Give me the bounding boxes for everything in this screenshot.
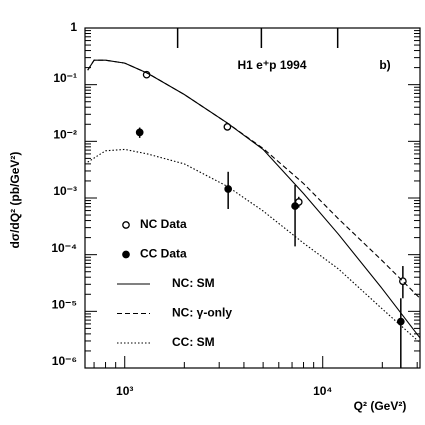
data-point — [291, 202, 299, 210]
y-tick-label: 10⁻⁶ — [52, 354, 77, 368]
curve — [87, 148, 421, 344]
y-tick-label: 10⁻² — [53, 128, 77, 142]
legend-label: CC Data — [140, 247, 187, 261]
x-tick-label: 10³ — [116, 384, 133, 398]
legend-label: CC: SM — [172, 335, 215, 349]
data-point — [396, 317, 405, 326]
y-tick-label: 10⁻¹ — [53, 71, 77, 85]
y-axis-label: dσ/dQ² (pb/GeV²) — [8, 152, 22, 249]
x-axis-label: Q² (GeV²) — [354, 399, 407, 413]
x-tick-label: 10⁴ — [313, 384, 332, 398]
legend-label: NC: γ-only — [172, 306, 232, 320]
y-tick-label: 10⁻³ — [53, 184, 77, 198]
legend-label: NC: SM — [172, 276, 215, 290]
curve — [87, 59, 421, 339]
y-tick-label: 10⁻⁴ — [51, 241, 77, 255]
legend-marker — [122, 250, 130, 259]
y-tick-label: 10⁻⁵ — [52, 298, 77, 312]
legend-label: NC Data — [140, 217, 187, 231]
y-tick-label: 1 — [70, 20, 77, 34]
curve — [87, 59, 421, 299]
annotation: H1 e⁺p 1994 — [237, 58, 306, 72]
legend-marker — [122, 221, 130, 229]
panel-label: b) — [379, 58, 390, 72]
plot-frame — [84, 27, 421, 369]
data-point — [135, 128, 144, 137]
